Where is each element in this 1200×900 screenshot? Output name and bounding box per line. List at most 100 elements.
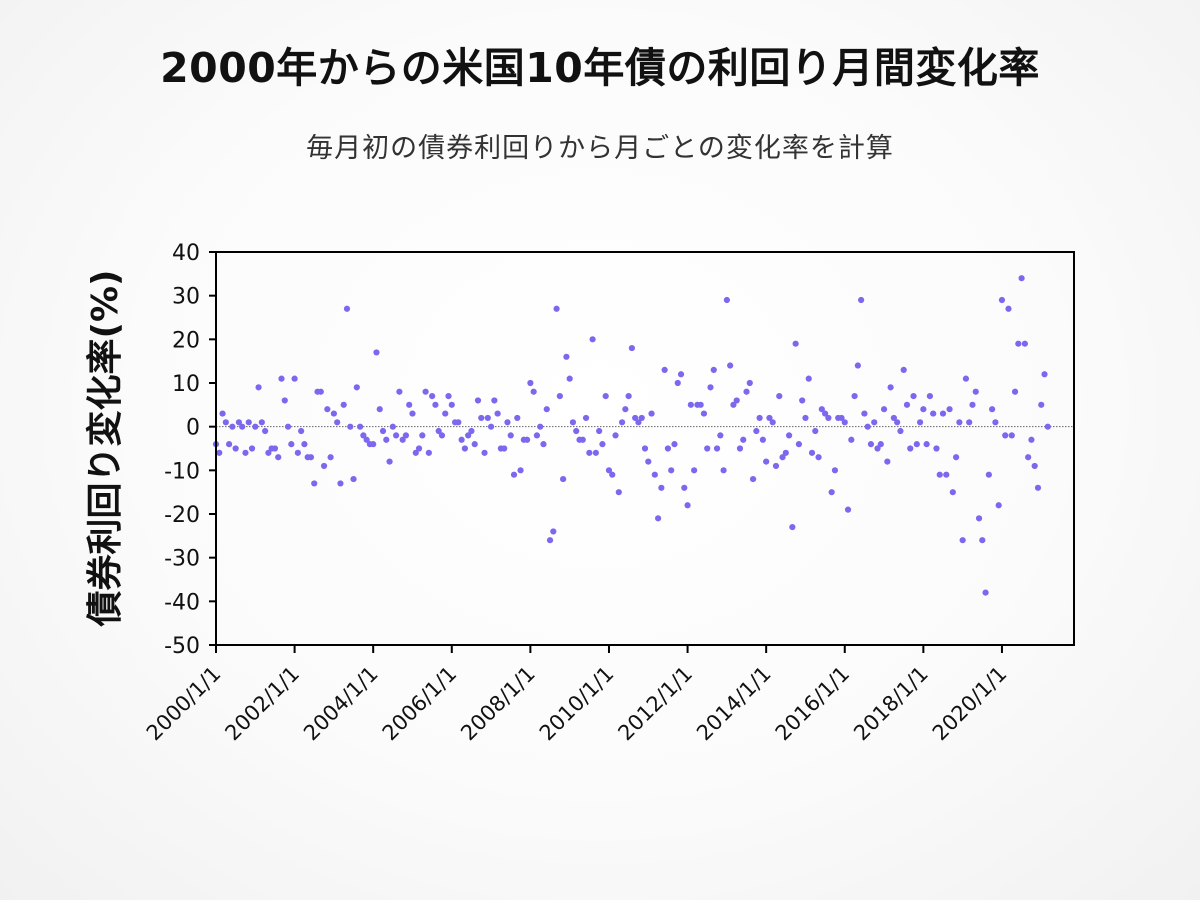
data-point (671, 441, 678, 448)
plot-area-frame (215, 251, 1075, 646)
data-point (353, 384, 360, 391)
data-point (307, 454, 315, 461)
data-point (740, 436, 747, 443)
data-point (749, 475, 757, 483)
data-point (753, 427, 760, 435)
x-tick-label: 2016/1/1 (771, 662, 855, 746)
data-point (727, 362, 734, 369)
x-tick-label: 2002/1/1 (220, 662, 304, 746)
data-point (471, 441, 478, 448)
data-point (916, 419, 924, 426)
data-point (474, 397, 482, 404)
data-point (288, 441, 295, 448)
data-point (746, 379, 753, 387)
data-point (550, 528, 557, 535)
data-point (468, 427, 475, 435)
data-point (294, 449, 301, 456)
data-point (337, 480, 344, 487)
data-point (697, 401, 704, 408)
data-point (641, 445, 649, 452)
data-point (415, 445, 423, 452)
data-point (615, 489, 622, 496)
data-point (844, 506, 852, 513)
data-point (939, 410, 947, 417)
data-point (658, 484, 665, 491)
data-point (975, 515, 983, 522)
data-point (1021, 340, 1028, 347)
data-point (691, 467, 698, 474)
data-point (943, 471, 950, 478)
data-point (933, 445, 940, 452)
data-point (949, 489, 956, 496)
x-tick-label: 2004/1/1 (299, 662, 383, 746)
data-point (271, 445, 279, 452)
data-point (874, 445, 881, 452)
data-point (569, 419, 577, 426)
data-point (1002, 432, 1009, 439)
data-point (393, 432, 400, 439)
data-point (936, 471, 943, 478)
data-point (330, 410, 337, 417)
data-point (736, 445, 744, 452)
x-tick-label: 2006/1/1 (378, 662, 462, 746)
data-point (792, 340, 799, 347)
data-point (707, 384, 714, 391)
data-point (510, 471, 518, 478)
data-point (563, 353, 570, 360)
data-point (838, 414, 845, 422)
data-point (360, 432, 367, 439)
data-point (553, 305, 560, 312)
y-tick-label: 40 (172, 241, 200, 266)
data-point (795, 441, 803, 448)
data-point (448, 401, 455, 408)
data-point (890, 414, 897, 422)
data-point (524, 436, 531, 443)
data-point (802, 414, 809, 422)
data-point (785, 432, 793, 439)
data-point (540, 441, 547, 448)
data-point (370, 441, 377, 448)
data-point (704, 445, 711, 452)
data-point (733, 397, 740, 404)
data-point (465, 432, 472, 439)
data-point (759, 436, 766, 443)
data-point (262, 427, 269, 435)
data-point (880, 406, 888, 413)
data-point (425, 449, 432, 456)
data-point (255, 384, 262, 391)
data-point (245, 419, 252, 426)
data-point (723, 296, 730, 304)
data-point (828, 489, 835, 496)
data-point (484, 414, 491, 422)
data-point (222, 419, 229, 426)
data-point (956, 419, 963, 426)
data-point (769, 419, 776, 426)
data-point (897, 427, 904, 435)
data-point (985, 471, 992, 478)
data-point (609, 471, 616, 478)
data-point (1018, 275, 1025, 282)
data-point (969, 401, 976, 408)
data-point (432, 401, 439, 408)
data-point (638, 414, 645, 422)
data-point (766, 414, 773, 422)
data-point (291, 375, 298, 382)
data-point (320, 462, 328, 470)
data-point (481, 449, 488, 456)
data-point (334, 419, 341, 426)
data-point (805, 375, 812, 382)
data-point (815, 454, 822, 461)
data-point (887, 384, 894, 391)
data-point (618, 419, 626, 426)
data-point (622, 406, 629, 413)
data-point (743, 388, 750, 395)
data-point (455, 419, 462, 426)
data-point (632, 414, 639, 422)
y-axis-label: 債券利回り変化率(%) (84, 270, 126, 628)
data-point (903, 401, 911, 408)
data-point (884, 458, 891, 465)
data-point (1044, 423, 1051, 430)
y-tick-label: -50 (164, 634, 200, 659)
data-point (281, 397, 288, 404)
